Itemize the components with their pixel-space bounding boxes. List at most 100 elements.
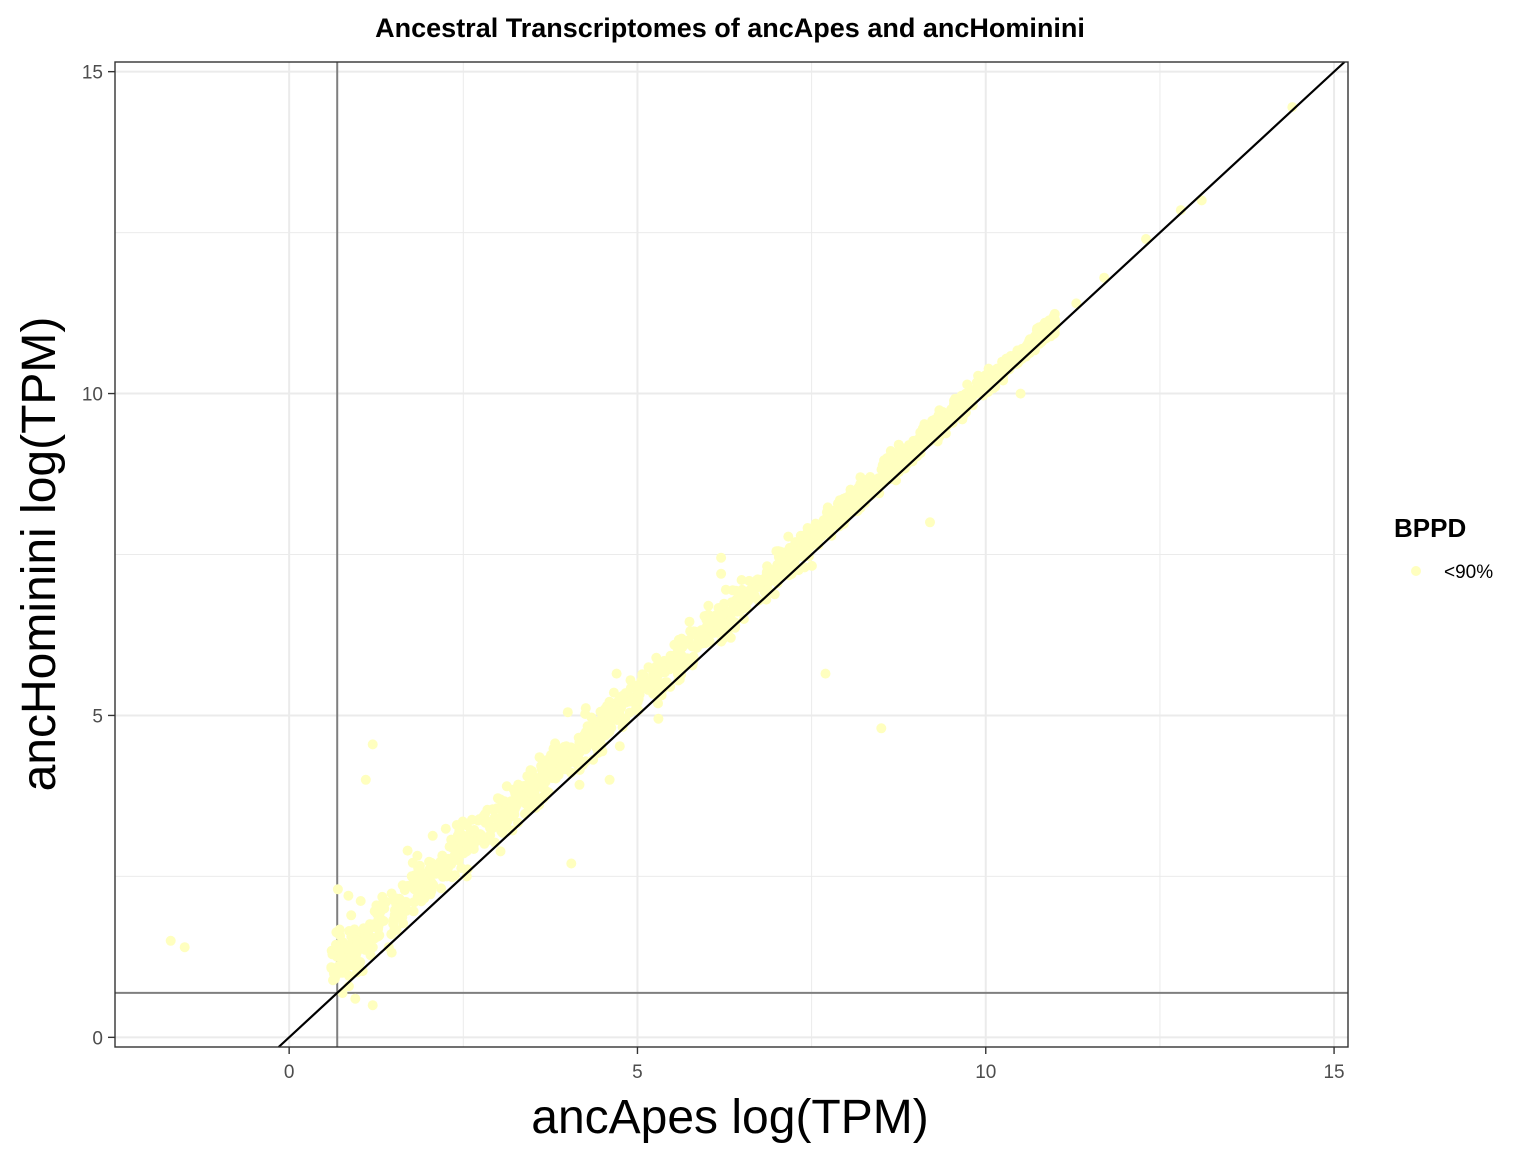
- data-point: [501, 808, 512, 819]
- data-point: [486, 824, 497, 834]
- data-point: [573, 754, 584, 765]
- data-point: [492, 793, 503, 804]
- data-point: [427, 830, 438, 841]
- data-point: [761, 594, 772, 605]
- data-point: [776, 556, 787, 567]
- data-point: [937, 418, 947, 429]
- data-point: [377, 891, 388, 902]
- data-point: [713, 603, 724, 613]
- data-point: [560, 759, 571, 770]
- data-point: [816, 531, 827, 542]
- data-point: [620, 697, 631, 708]
- data-point: [423, 879, 433, 890]
- data-point: [1015, 388, 1026, 399]
- data-point: [588, 754, 599, 765]
- data-point: [669, 639, 680, 650]
- data-point: [611, 668, 622, 679]
- data-point: [999, 364, 1010, 375]
- data-point: [536, 772, 547, 783]
- data-point: [712, 627, 723, 638]
- data-point: [848, 490, 859, 501]
- data-point: [495, 846, 506, 857]
- data-point: [373, 931, 383, 942]
- data-point: [684, 616, 695, 627]
- data-point: [1071, 298, 1082, 309]
- data-point: [525, 765, 536, 776]
- data-point: [367, 1000, 378, 1011]
- data-point: [726, 614, 737, 625]
- data-point: [327, 949, 338, 960]
- data-point: [716, 568, 727, 579]
- data-point: [461, 846, 472, 857]
- data-point: [624, 707, 635, 718]
- plot-panel-border: [114, 61, 1349, 1048]
- data-point: [959, 398, 970, 409]
- data-point: [352, 935, 362, 946]
- data-point: [1099, 272, 1110, 283]
- data-point: [386, 947, 397, 958]
- data-point: [756, 576, 767, 587]
- y-tick-label: 10: [82, 385, 103, 406]
- data-point: [673, 675, 684, 686]
- data-point: [783, 531, 794, 542]
- data-point: [492, 803, 502, 814]
- data-point: [468, 838, 479, 849]
- chart-title: Ancestral Transcriptomes of ancApes and …: [375, 13, 1085, 43]
- data-point: [775, 564, 786, 575]
- data-point: [820, 668, 831, 679]
- data-point: [346, 910, 357, 921]
- data-point: [1196, 195, 1207, 206]
- data-point: [600, 721, 611, 732]
- y-tick-label: 5: [92, 706, 103, 727]
- y-tick-label: 0: [92, 1028, 103, 1049]
- data-point: [650, 678, 661, 689]
- data-point: [436, 883, 447, 894]
- data-point: [1175, 205, 1186, 216]
- data-point: [1141, 234, 1151, 244]
- legend: BPPD <90%: [1394, 513, 1493, 583]
- x-axis-title: ancApes log(TPM): [531, 1091, 928, 1144]
- data-point: [407, 857, 418, 868]
- data-point: [672, 649, 683, 660]
- data-point: [940, 428, 951, 439]
- y-axis-ticks: 0 5 10 15: [82, 63, 115, 1049]
- data-point: [501, 821, 512, 831]
- data-point: [513, 817, 523, 828]
- data-point: [439, 863, 450, 874]
- data-point: [445, 870, 456, 881]
- data-point: [881, 469, 891, 480]
- x-tick-label: 0: [284, 1062, 295, 1083]
- x-tick-label: 5: [632, 1062, 643, 1083]
- data-point: [390, 893, 401, 904]
- data-point: [437, 871, 448, 882]
- data-point: [834, 521, 845, 532]
- data-point: [518, 781, 529, 791]
- data-point: [1036, 321, 1047, 332]
- data-point: [179, 942, 190, 953]
- data-point: [724, 606, 735, 617]
- data-point: [873, 478, 884, 489]
- data-point: [680, 659, 691, 669]
- data-point: [703, 600, 714, 611]
- data-point: [476, 830, 487, 841]
- data-point: [643, 662, 654, 673]
- data-point: [637, 671, 648, 681]
- data-point: [691, 642, 702, 653]
- data-point: [671, 664, 682, 675]
- data-point: [738, 614, 749, 624]
- data-point: [653, 713, 664, 724]
- legend-key-marker: [1411, 566, 1421, 576]
- data-point: [950, 408, 961, 419]
- data-point: [882, 453, 892, 464]
- data-point: [927, 417, 938, 428]
- data-point: [896, 451, 906, 462]
- data-point: [416, 894, 427, 905]
- data-point: [701, 613, 712, 624]
- data-point: [525, 787, 536, 798]
- data-point: [411, 884, 422, 895]
- data-point: [527, 797, 538, 808]
- data-point: [336, 953, 347, 964]
- data-point: [784, 548, 795, 559]
- data-point: [332, 884, 343, 895]
